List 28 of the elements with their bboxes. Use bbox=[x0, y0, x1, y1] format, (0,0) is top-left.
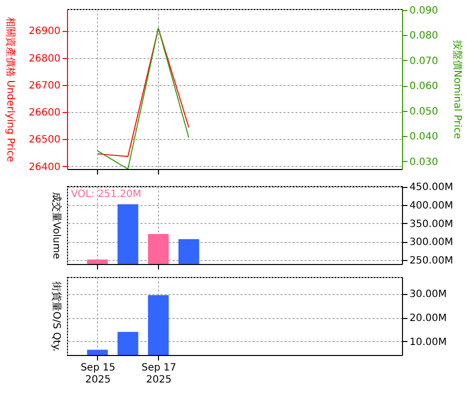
x-tick-label: Sep 17 2025 bbox=[141, 362, 176, 386]
y2-tick-label: 0.080 bbox=[410, 30, 438, 42]
y-axis-title: 相關資產價格 Underlying Price bbox=[4, 16, 16, 162]
y2-axis-title: 按盤價Nominal Price bbox=[452, 40, 464, 139]
y2-tick-label: 0.090 bbox=[410, 6, 438, 17]
y-tick-label: 450.00M bbox=[410, 182, 454, 194]
annotation: VOL: 251.20M bbox=[71, 189, 142, 200]
y-tick-label: 30.00M bbox=[410, 289, 447, 300]
y-tick-label: 26600 bbox=[28, 108, 60, 119]
y2-tick-label: 0.030 bbox=[410, 156, 438, 168]
y-tick-label: 250.00M bbox=[410, 255, 454, 266]
y2-tick-label: 0.040 bbox=[410, 132, 438, 143]
y-tick-label: 400.00M bbox=[410, 200, 454, 212]
y2-tick-label: 0.060 bbox=[410, 81, 438, 92]
y-axis-title: 成交量Volume bbox=[50, 192, 62, 260]
y2-tick-label: 0.050 bbox=[410, 106, 438, 118]
y-tick-label: 26400 bbox=[28, 162, 60, 173]
y2-tick-label: 0.070 bbox=[410, 56, 438, 67]
y-tick-label: 20.00M bbox=[410, 313, 447, 324]
y-tick-label: 10.00M bbox=[410, 336, 447, 348]
y-tick-label: 26900 bbox=[28, 26, 60, 38]
x-tick-label: Sep 15 2025 bbox=[80, 362, 116, 386]
y-tick-label: 26800 bbox=[28, 53, 60, 64]
y-axis-title: 街貨量O/S Qty. bbox=[50, 281, 62, 352]
y-tick-label: 300.00M bbox=[410, 237, 454, 248]
y-tick-label: 26500 bbox=[28, 134, 60, 146]
y-tick-label: 350.00M bbox=[410, 218, 454, 230]
y-tick-label: 26700 bbox=[28, 80, 60, 92]
